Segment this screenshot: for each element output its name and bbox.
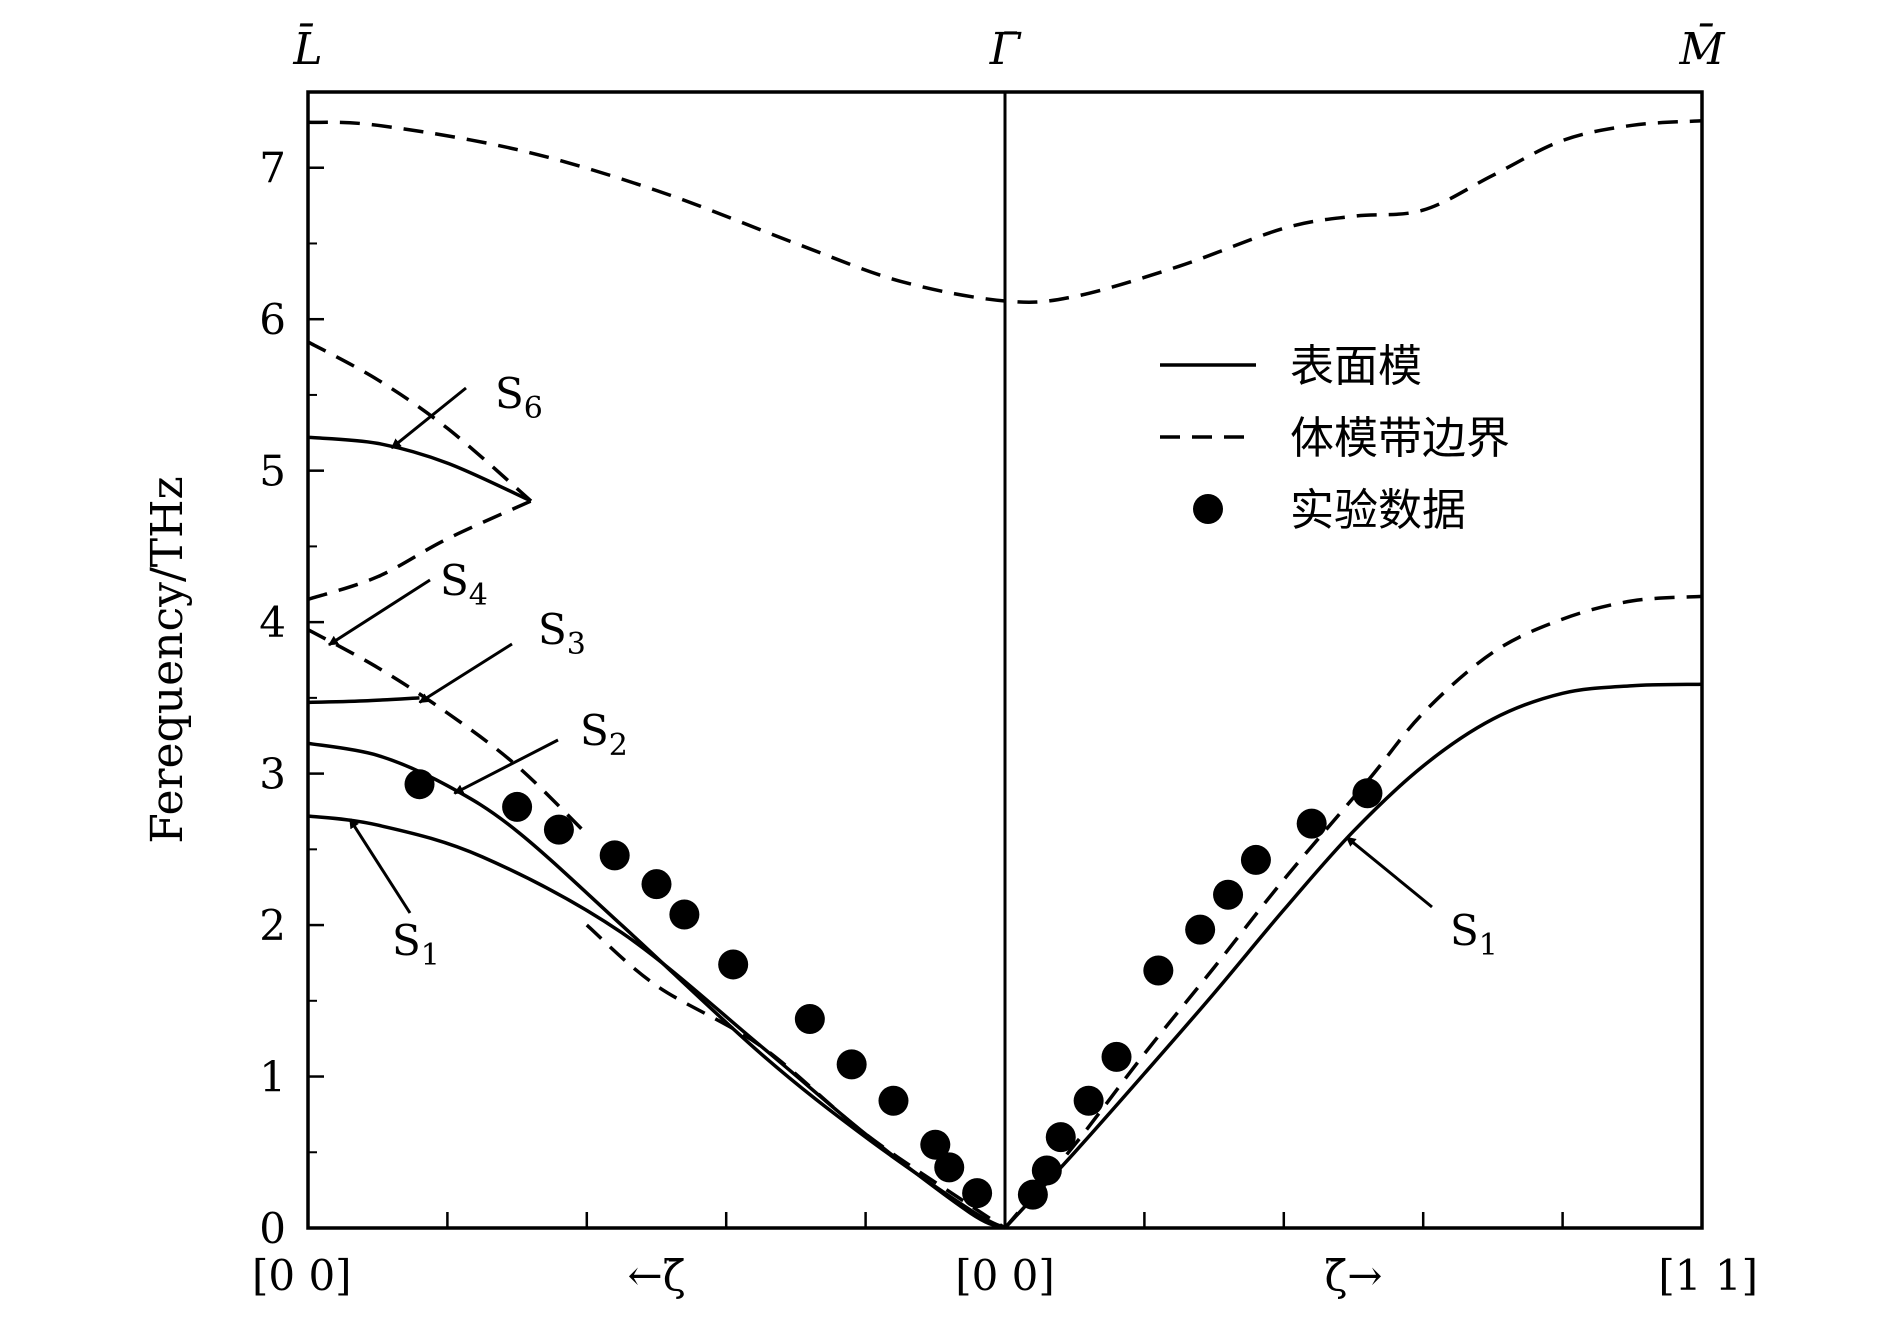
experimental-point bbox=[669, 899, 700, 930]
surface-mode-curve bbox=[1003, 682, 1703, 1230]
experimental-point bbox=[794, 1003, 825, 1034]
experimental-point bbox=[543, 814, 574, 845]
experimental-point bbox=[718, 949, 749, 980]
experimental-point bbox=[1073, 1085, 1104, 1116]
experimental-point bbox=[1143, 955, 1174, 986]
surface-mode-curve bbox=[307, 435, 532, 503]
x-tick-label: [1 1] bbox=[1658, 1251, 1758, 1300]
legend-label: 实验数据 bbox=[1290, 485, 1466, 536]
annotation-arrow bbox=[390, 386, 467, 450]
annotation-label-s1-left: S1 bbox=[392, 916, 440, 973]
legend-marker-experimental bbox=[1193, 494, 1223, 524]
experimental-point bbox=[1045, 1122, 1076, 1153]
annotation-arrow bbox=[453, 738, 559, 795]
y-tick-label: 3 bbox=[259, 750, 286, 799]
bulk-band-edge-curve bbox=[1003, 594, 1703, 1230]
symmetry-label: L̄ bbox=[292, 22, 322, 75]
symmetry-label: M̄ bbox=[1678, 22, 1725, 75]
annotation-label-s6: S6 bbox=[495, 369, 543, 426]
y-axis-label: Ferequency/THz bbox=[142, 476, 193, 843]
annotation-arrow bbox=[348, 818, 412, 914]
experimental-point bbox=[599, 840, 630, 871]
experimental-point bbox=[502, 791, 533, 822]
experimental-point bbox=[1185, 914, 1216, 945]
experimental-point bbox=[1101, 1041, 1132, 1072]
experimental-point bbox=[920, 1129, 951, 1160]
annotation-arrow bbox=[418, 642, 513, 704]
y-tick-label: 6 bbox=[259, 295, 286, 344]
symmetry-label: Γ̄ bbox=[989, 24, 1022, 75]
bulk-band-edge-curve bbox=[307, 340, 533, 503]
bulk-band-edge-curve bbox=[585, 923, 1006, 1230]
experimental-point bbox=[962, 1178, 993, 1209]
annotation-label-s4: S4 bbox=[440, 556, 488, 613]
bulk-band-edge-curve bbox=[307, 119, 1703, 304]
bulk-band-edge-curve bbox=[307, 499, 532, 602]
experimental-point bbox=[1213, 879, 1244, 910]
experimental-point bbox=[404, 769, 435, 800]
x-tick-label: [0 0] bbox=[252, 1251, 352, 1300]
annotation-label-s3: S3 bbox=[538, 605, 586, 662]
surface-mode-curve bbox=[307, 741, 1006, 1230]
annotation-arrow bbox=[328, 578, 431, 647]
experimental-point bbox=[934, 1152, 965, 1183]
experimental-point bbox=[1017, 1179, 1048, 1210]
experimental-point bbox=[1240, 844, 1271, 875]
y-tick-label: 5 bbox=[259, 447, 286, 496]
annotation-label-s1-right: S1 bbox=[1450, 906, 1498, 963]
annotation-arrow bbox=[1345, 836, 1433, 909]
experimental-point bbox=[1352, 778, 1383, 809]
experimental-point bbox=[641, 869, 672, 900]
legend-label: 体模带边界 bbox=[1290, 413, 1510, 464]
experimental-point bbox=[836, 1049, 867, 1080]
y-tick-label: 0 bbox=[259, 1204, 286, 1253]
experimental-point bbox=[878, 1085, 909, 1116]
y-tick-label: 1 bbox=[259, 1053, 286, 1102]
x-tick-label: [0 0] bbox=[955, 1251, 1055, 1300]
surface-mode-curve bbox=[307, 696, 420, 705]
x-tick-label: ζ̄→ bbox=[1325, 1251, 1383, 1300]
bulk-band-edge-curve bbox=[307, 628, 589, 836]
x-tick-label: ←ζ̄ bbox=[628, 1251, 686, 1300]
y-tick-label: 2 bbox=[259, 901, 286, 950]
experimental-point bbox=[1031, 1155, 1062, 1186]
legend-label: 表面模 bbox=[1290, 341, 1422, 392]
experimental-point bbox=[1296, 808, 1327, 839]
y-tick-label: 4 bbox=[259, 598, 286, 647]
annotation-label-s2: S2 bbox=[580, 706, 628, 763]
y-tick-label: 7 bbox=[259, 144, 286, 193]
